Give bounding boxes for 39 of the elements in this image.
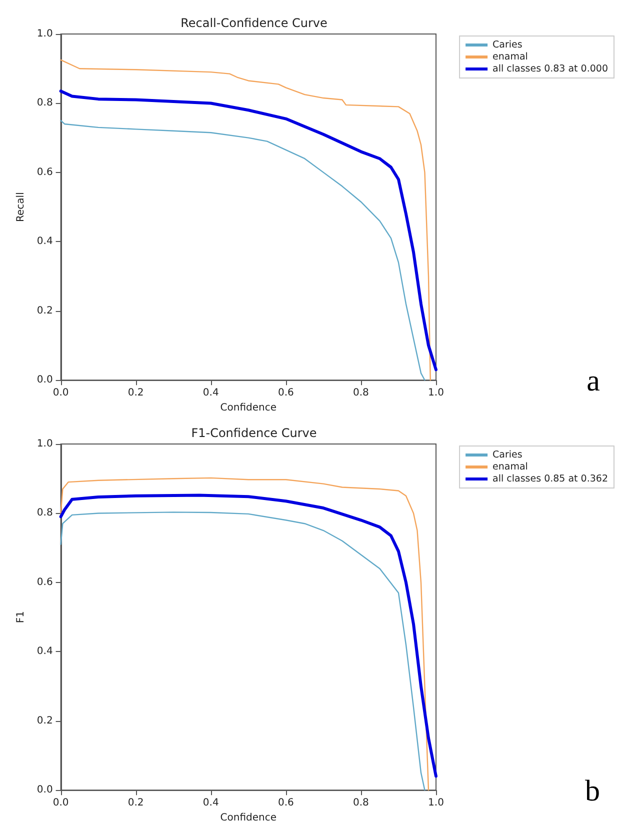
x-tick-label: 0.8	[353, 798, 369, 809]
y-tick-label: 0.0	[36, 784, 53, 796]
x-tick-label: 0.4	[202, 388, 219, 399]
y-tick-label: 1.0	[36, 28, 53, 40]
x-tick-label: 0.0	[52, 798, 69, 809]
legend-label: enamal	[492, 462, 528, 472]
y-tick-label: 0.2	[36, 305, 53, 316]
y-tick-label: 0.8	[36, 98, 53, 109]
x-tick-label: 0.2	[128, 798, 144, 809]
y-tick-label: 0.4	[36, 236, 53, 248]
x-tick-label: 1.0	[428, 798, 444, 809]
chart-title: F1-Confidence Curve	[191, 426, 317, 440]
x-tick-label: 1.0	[428, 388, 444, 399]
x-tick-label: 0.2	[128, 388, 144, 399]
chart-title: Recall-Confidence Curve	[180, 16, 328, 30]
legend-label: all classes 0.83 at 0.000	[492, 64, 608, 74]
y-tick-label: 0.8	[36, 508, 53, 519]
x-tick-label: 0.0	[52, 388, 69, 399]
y-tick-label: 0.2	[36, 715, 53, 726]
legend-label: all classes 0.85 at 0.362	[492, 474, 608, 484]
legend-label: Caries	[492, 40, 522, 50]
y-axis-title: Recall	[16, 192, 26, 222]
x-tick-label: 0.6	[278, 798, 294, 809]
x-tick-label: 0.8	[353, 388, 369, 399]
y-tick-label: 0.6	[36, 166, 53, 178]
y-tick-label: 0.4	[36, 646, 53, 658]
text: b	[585, 774, 600, 808]
y-axis-title: F1	[16, 610, 26, 624]
legend-label: enamal	[492, 52, 528, 62]
y-tick-label: 0.0	[36, 374, 53, 386]
legend-label: Caries	[492, 450, 522, 460]
line-series	[60, 120, 426, 381]
x-tick-label: 0.4	[202, 798, 219, 809]
x-axis-title: Confidence	[220, 402, 277, 414]
text: a	[586, 364, 600, 398]
y-tick-label: 0.6	[36, 576, 53, 588]
x-axis-title: Confidence	[220, 812, 277, 824]
y-tick-label: 1.0	[36, 438, 53, 450]
x-tick-label: 0.6	[278, 388, 294, 399]
